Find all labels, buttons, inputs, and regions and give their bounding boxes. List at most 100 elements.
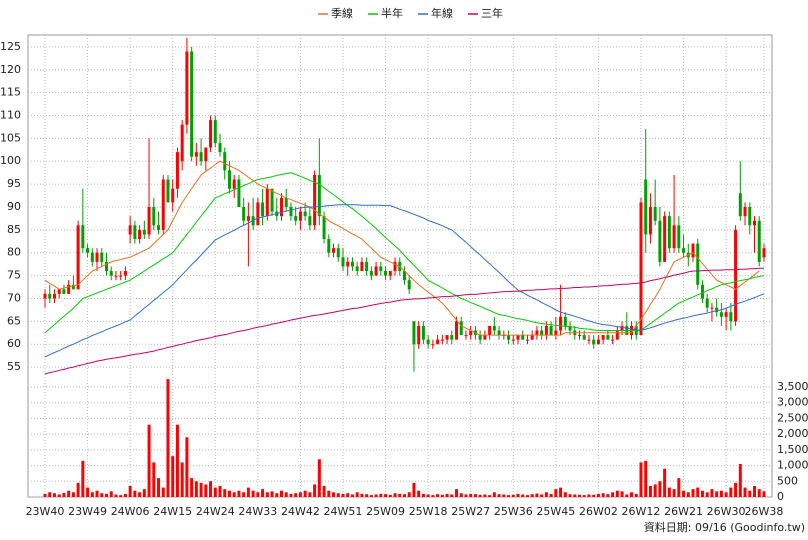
volume-bar — [530, 494, 534, 497]
volume-bar — [445, 493, 449, 497]
volume-bar — [521, 494, 525, 497]
candle-body — [592, 339, 596, 345]
volume-bar — [161, 487, 165, 497]
candle-body — [213, 120, 217, 143]
candle-body — [90, 252, 94, 262]
volume-bar — [76, 482, 80, 497]
y2-tick-label: 500 — [777, 474, 798, 487]
y-tick-label: 65 — [7, 314, 21, 327]
x-tick-label: 24W42 — [281, 505, 320, 518]
volume-bar — [90, 492, 94, 497]
volume-bar — [644, 460, 648, 497]
volume-bar — [705, 492, 709, 497]
volume-bar — [303, 490, 307, 497]
volume-bar — [516, 493, 520, 497]
candle-body — [653, 206, 657, 221]
candle-body — [691, 243, 695, 258]
volume-bar — [384, 494, 388, 497]
volume-bar — [52, 493, 56, 497]
volume-bar — [757, 489, 761, 497]
volume-bar — [71, 492, 75, 497]
volume-bar — [393, 493, 397, 497]
candle-body — [161, 179, 165, 230]
volume-bar — [374, 494, 378, 497]
volume-bar — [464, 494, 468, 497]
volume-bar — [601, 493, 605, 497]
candle-body — [682, 248, 686, 253]
candle-body — [710, 307, 714, 309]
candle-body — [648, 206, 652, 235]
candle-body — [232, 179, 236, 189]
candle-body — [511, 339, 515, 341]
volume-bar — [734, 482, 738, 497]
candle-body — [464, 335, 468, 337]
candle-body — [554, 330, 558, 336]
volume-bar — [246, 487, 250, 497]
candle-body — [601, 335, 605, 340]
candle-body — [246, 216, 250, 221]
volume-bar — [261, 489, 265, 497]
volume-bar — [426, 494, 430, 497]
volume-bar — [67, 490, 71, 497]
candle-body — [445, 335, 449, 340]
volume-bar — [232, 492, 236, 497]
volume-bar — [109, 491, 113, 497]
volume-bar — [762, 491, 766, 497]
volume-bar — [653, 484, 657, 497]
volume-bar — [341, 493, 345, 497]
candle-body — [52, 293, 56, 299]
candle-body — [596, 339, 600, 345]
volume-bar — [606, 494, 610, 497]
y-tick-label: 70 — [7, 291, 21, 304]
volume-bar — [190, 478, 194, 497]
volume-bar — [256, 492, 260, 497]
volume-bar — [620, 491, 624, 497]
candle-body — [76, 225, 80, 290]
volume-bar — [719, 490, 723, 497]
candle-body — [459, 321, 463, 336]
candle-body — [563, 316, 567, 326]
candle-body — [450, 335, 454, 340]
volume-bar — [138, 492, 142, 497]
candle-body — [209, 120, 213, 148]
volume-bar — [648, 486, 652, 497]
volume-bar — [355, 492, 359, 497]
candle-body — [412, 321, 416, 345]
y-tick-label: 85 — [7, 223, 21, 236]
volume-bar — [587, 494, 591, 497]
volume-bar — [483, 494, 487, 497]
volume-bar — [327, 490, 331, 497]
volume-bar — [332, 492, 336, 497]
volume-bar — [724, 492, 728, 497]
volume-bar — [114, 494, 118, 497]
candle-body — [303, 211, 307, 217]
legend-label: 季線 — [331, 6, 353, 20]
volume-bar — [421, 493, 425, 497]
legend-label: 半年 — [381, 6, 403, 20]
x-tick-label: 23W40 — [26, 505, 65, 518]
candle-body — [663, 216, 667, 262]
volume-bar — [317, 459, 321, 497]
volume-bar — [582, 495, 586, 497]
candle-body — [384, 271, 388, 276]
candle-body — [530, 335, 534, 340]
y-tick-label: 125 — [0, 40, 21, 53]
volume-bar — [431, 495, 435, 497]
candle-body — [369, 271, 373, 276]
volume-bar — [710, 489, 714, 497]
volume-bar — [630, 492, 634, 497]
candle-body — [308, 216, 312, 226]
candle-body — [109, 271, 113, 276]
candle-body — [393, 261, 397, 272]
volume-bar — [265, 492, 269, 497]
y-tick-label: 60 — [7, 337, 21, 350]
candle-body — [757, 220, 761, 262]
candle-body — [402, 271, 406, 281]
volume-bar — [577, 494, 581, 497]
candle-body — [611, 339, 615, 341]
candle-body — [242, 206, 246, 221]
candle-body — [350, 261, 354, 267]
volume-bar — [407, 492, 411, 497]
candle-body — [152, 206, 156, 226]
volume-bar — [502, 494, 506, 497]
